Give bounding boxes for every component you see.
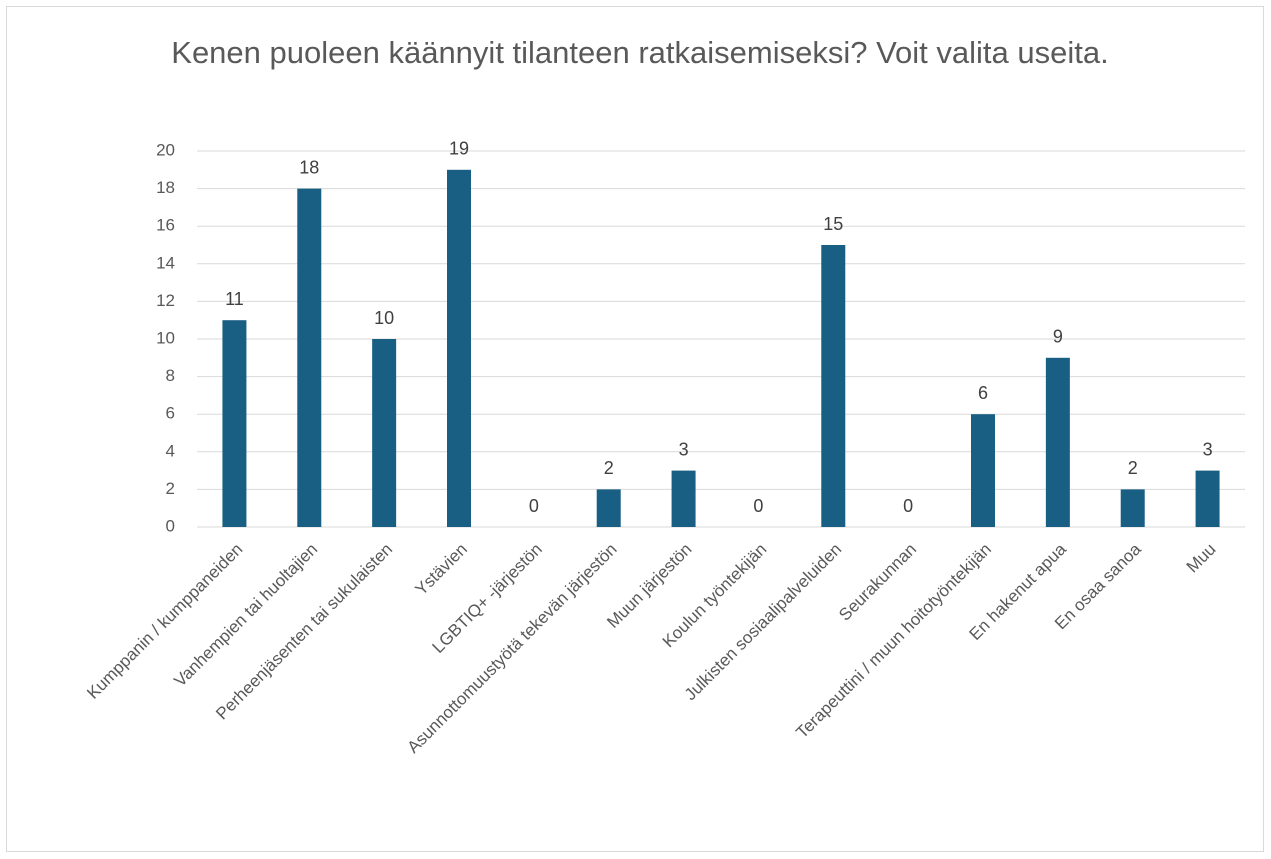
bar xyxy=(1195,470,1220,527)
data-label: 15 xyxy=(823,214,843,234)
y-tick-label: 20 xyxy=(156,140,175,159)
chart-frame xyxy=(6,6,1264,852)
data-label: 0 xyxy=(529,496,539,516)
data-label: 3 xyxy=(1203,439,1213,459)
x-tick-label: Vanhempien tai huoltajien xyxy=(170,540,321,691)
x-tick-label: Julkisten sosiaalipalveluiden xyxy=(681,540,845,704)
data-label: 9 xyxy=(1053,327,1063,347)
bar xyxy=(1045,357,1070,527)
y-tick-label: 10 xyxy=(156,328,175,347)
y-tick-label: 14 xyxy=(156,253,175,272)
data-label: 2 xyxy=(604,458,614,478)
y-tick-label: 18 xyxy=(156,178,175,197)
x-tick-label: Kumppanin / kumppaneiden xyxy=(83,540,246,703)
x-tick-label: Seurakunnan xyxy=(835,540,920,625)
bar xyxy=(222,320,247,527)
y-tick-label: 12 xyxy=(156,291,175,310)
data-label: 0 xyxy=(903,496,913,516)
data-label: 6 xyxy=(978,383,988,403)
data-label: 2 xyxy=(1128,458,1138,478)
bar xyxy=(1120,489,1145,527)
bar xyxy=(447,169,471,528)
x-tick-label: Muu xyxy=(1183,540,1220,577)
bar xyxy=(297,188,322,527)
y-tick-label: 6 xyxy=(166,404,175,423)
bar xyxy=(372,339,397,527)
data-label: 19 xyxy=(449,139,469,159)
bar xyxy=(971,414,995,527)
chart-title: Kenen puoleen käännyit tilanteen ratkais… xyxy=(171,35,1109,70)
y-tick-label: 4 xyxy=(166,441,175,460)
bar xyxy=(671,470,696,527)
bar xyxy=(596,489,621,527)
data-label: 0 xyxy=(753,496,763,516)
data-label: 18 xyxy=(299,157,319,177)
y-tick-label: 8 xyxy=(166,366,175,385)
data-label: 3 xyxy=(679,439,689,459)
data-label: 10 xyxy=(374,308,394,328)
x-tick-label: Ystävien xyxy=(411,540,471,600)
data-label: 11 xyxy=(225,289,244,309)
y-tick-label: 0 xyxy=(166,516,175,535)
y-tick-label: 2 xyxy=(166,479,175,498)
y-tick-label: 16 xyxy=(156,216,175,235)
bar xyxy=(821,245,846,527)
